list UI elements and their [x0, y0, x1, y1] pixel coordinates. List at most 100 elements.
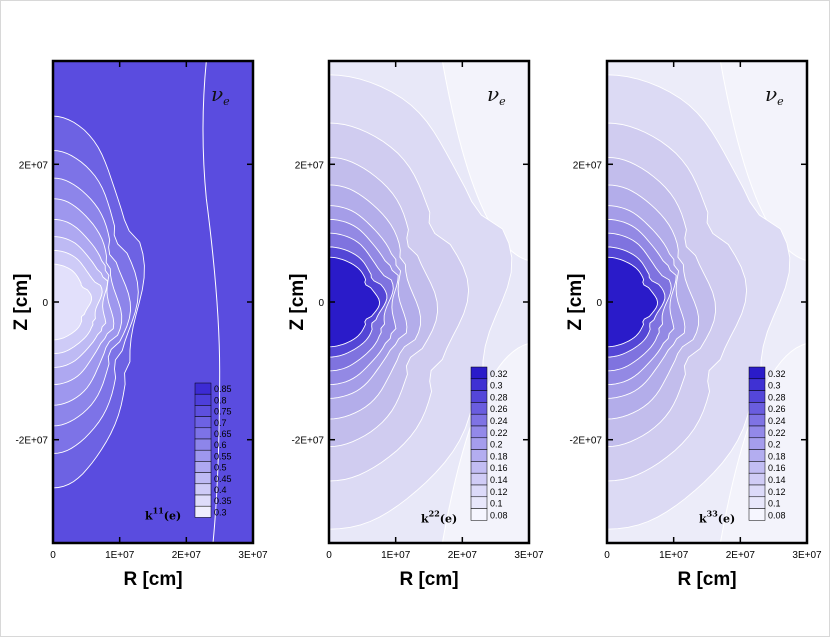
legend-swatch [748, 508, 766, 521]
legend-swatch [748, 425, 766, 439]
x-tick-label: 1E+07 [659, 550, 689, 561]
x-tick-label: 2E+07 [448, 550, 478, 561]
contour-layer [607, 61, 807, 543]
contour-level-0.95 [53, 263, 93, 341]
legend-swatch [470, 496, 488, 509]
x-tick-label: 1E+07 [105, 550, 135, 561]
legend-swatch [748, 402, 766, 415]
legend-swatch [194, 494, 212, 507]
y-tick-label: -2E+07 [291, 436, 324, 447]
legend-label: 0.24 [768, 416, 786, 426]
legend-swatch [194, 416, 212, 429]
y-tick-label: -2E+07 [15, 436, 48, 447]
species-label: νe [211, 82, 230, 108]
panel-3: 0 1E+07 2E+07 3E+07 2E+07 0 -2E+07 R [cm] Z [cm]… [565, 59, 822, 590]
outer-contour-line [202, 61, 221, 543]
x-axis-label: R [cm] [399, 569, 458, 590]
y-tick-label: 2E+07 [295, 160, 325, 171]
legend-label: 0.28 [490, 392, 508, 402]
contour-layer [329, 61, 529, 543]
species-label: νe [487, 82, 506, 108]
legend-swatch [748, 378, 766, 391]
x-tick-label: 0 [50, 550, 56, 561]
legend-label: 0.22 [490, 428, 508, 438]
legend-label: 0.32 [490, 369, 508, 379]
y-tick-label: 0 [318, 298, 324, 309]
legend-label: 0.2 [768, 440, 781, 450]
legend-swatch [748, 461, 766, 474]
legend-swatch [194, 382, 212, 395]
legend-swatch [194, 438, 212, 451]
legend-swatch [194, 461, 212, 473]
legend: 0.32 0.30.28 0.26 0.24 0.22 0.20.18 0.16 0.14 0.… [470, 366, 508, 521]
legend-label: 0.28 [768, 392, 786, 402]
legend: 0.32 0.30.28 0.26 0.24 0.22 0.20.18 0.16 0.14 0.… [748, 366, 786, 521]
legend-label: 0.18 [490, 451, 508, 461]
quantity-label: k11(e) [145, 505, 181, 522]
legend-label: 0.3 [490, 381, 503, 391]
legend-label: 0.6 [214, 440, 227, 450]
legend-label: 0.8 [214, 395, 227, 405]
legend-label: 0.65 [214, 429, 232, 439]
legend-swatch [470, 461, 488, 474]
legend-label: 0.35 [214, 496, 232, 506]
legend-label: 0.16 [768, 463, 786, 473]
legend-swatch [748, 413, 766, 427]
legend-swatch [470, 390, 488, 403]
legend-label: 0.24 [490, 416, 508, 426]
x-tick-label: 2E+07 [172, 550, 202, 561]
legend-label: 0.2 [490, 440, 503, 450]
legend-label: 0.45 [214, 474, 232, 484]
legend-label: 0.22 [768, 428, 786, 438]
legend-label: 0.16 [490, 463, 508, 473]
legend-swatch [194, 505, 212, 518]
legend-swatch [194, 427, 212, 440]
legend: 0.850.8 0.750.70.650.60.55 0.50.450.40.350… [194, 382, 232, 518]
legend-swatch [470, 449, 488, 462]
x-axis-label: R [cm] [677, 569, 736, 590]
legend-label: 0.32 [768, 369, 786, 379]
x-tick-label: 2E+07 [726, 550, 756, 561]
x-tick-label: 3E+07 [514, 550, 544, 561]
legend-swatch [194, 472, 212, 485]
legend-label: 0.12 [768, 487, 786, 497]
legend-label: 0.75 [214, 407, 232, 417]
legend-label: 0.14 [768, 475, 786, 485]
legend-label: 0.08 [490, 510, 508, 520]
contour-level-0.32 [329, 256, 380, 348]
legend-swatch [470, 508, 488, 521]
y-tick-label: 2E+07 [573, 160, 603, 171]
y-axis-label: Z [cm] [11, 274, 32, 331]
legend-swatch [748, 437, 766, 450]
legend-swatch [470, 437, 488, 450]
legend-swatch [470, 378, 488, 391]
legend-label: 0.1 [768, 499, 781, 509]
y-tick-label: 0 [596, 298, 602, 309]
quantity-label: k33(e) [699, 508, 735, 525]
legend-label: 0.26 [768, 404, 786, 414]
y-tick-label: 0 [42, 298, 48, 309]
legend-label: 0.1 [490, 499, 503, 509]
legend-swatch [748, 390, 766, 403]
contour-level-0.32 [607, 256, 658, 348]
legend-swatch [470, 484, 488, 498]
legend-label: 0.3 [214, 507, 227, 517]
x-tick-label: 3E+07 [792, 550, 822, 561]
panel-1: 0 1E+07 2E+07 3E+07 2E+07 0 -2E+07 R [cm] Z [cm]… [11, 59, 268, 590]
legend-label: 0.26 [490, 404, 508, 414]
legend-swatch [748, 496, 766, 509]
legend-swatch [748, 472, 766, 486]
legend-swatch [470, 366, 488, 380]
legend-swatch [748, 449, 766, 462]
legend-label: 0.3 [768, 381, 781, 391]
legend-label: 0.12 [490, 487, 508, 497]
species-label: νe [765, 82, 784, 108]
legend-label: 0.55 [214, 451, 232, 461]
legend-swatch [194, 405, 212, 417]
contour-layer [53, 61, 221, 543]
x-tick-label: 3E+07 [238, 550, 268, 561]
legend-swatch [470, 413, 488, 427]
y-axis-label: Z [cm] [565, 274, 586, 331]
